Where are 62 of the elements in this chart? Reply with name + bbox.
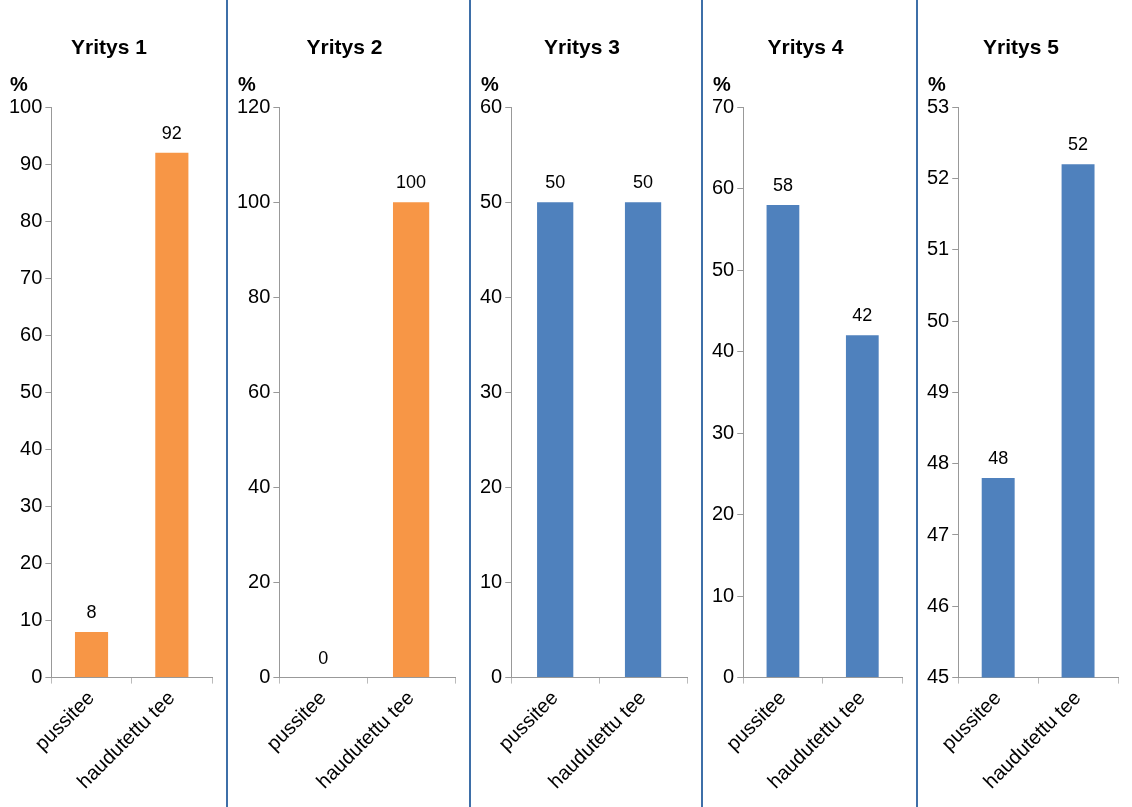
data-label: 52 [1068,134,1089,155]
data-label: 48 [988,447,1009,468]
data-label: 0 [318,647,329,668]
y-tick-label: 0 [723,665,735,688]
y-tick-label: 53 [927,94,950,117]
y-tick-label: 60 [712,176,735,199]
y-tick-label: 0 [491,665,503,688]
y-tick-label: 30 [712,420,735,443]
y-tick-label: 30 [20,493,43,516]
data-label: 50 [545,172,566,193]
y-tick-label: 80 [20,208,43,231]
y-tick-label: 20 [248,570,271,593]
y-tick-label: 10 [20,608,43,631]
y-tick-label: 52 [927,166,950,189]
chart-title: Yritys 3 [544,35,620,59]
y-tick-label: 50 [927,308,950,331]
y-axis-title: % [238,72,256,95]
y-tick-label: 10 [480,570,503,593]
chart-title: Yritys 5 [983,35,1060,59]
y-axis-title: % [928,72,946,95]
y-axis-title: % [10,72,28,95]
data-label: 100 [396,172,427,193]
y-tick-label: 100 [8,94,43,117]
y-tick-label: 100 [236,189,271,212]
y-tick-label: 50 [20,379,43,402]
y-tick-label: 10 [712,583,735,606]
data-label: 92 [161,122,182,143]
y-tick-label: 30 [480,379,503,402]
y-tick-label: 0 [31,665,43,688]
y-tick-label: 40 [20,436,43,459]
y-tick-label: 40 [248,474,271,497]
y-axis-title: % [481,72,499,95]
y-axis-title: % [713,72,731,95]
y-tick-label: 60 [248,379,271,402]
y-tick-label: 60 [20,322,43,345]
y-tick-label: 40 [712,339,735,362]
y-tick-label: 20 [20,551,43,574]
chart-title: Yritys 1 [71,35,148,59]
y-tick-label: 120 [236,94,271,117]
chart-title: Yritys 4 [767,35,844,59]
data-label: 8 [86,601,97,622]
y-tick-label: 20 [480,474,503,497]
y-tick-label: 20 [712,502,735,525]
y-tick-label: 48 [927,451,950,474]
y-tick-label: 90 [20,151,43,174]
chart-title: Yritys 2 [306,35,383,59]
y-tick-label: 50 [480,189,503,212]
y-tick-label: 70 [20,265,43,288]
data-label: 58 [772,174,793,195]
y-tick-label: 47 [927,522,950,545]
y-tick-label: 49 [927,379,950,402]
y-tick-label: 46 [927,593,950,616]
y-tick-label: 70 [712,94,735,117]
y-tick-label: 40 [480,284,503,307]
y-tick-label: 45 [927,665,950,688]
y-tick-label: 80 [248,284,271,307]
data-label: 50 [633,172,654,193]
y-tick-label: 51 [927,237,950,260]
y-tick-label: 60 [480,94,503,117]
data-label: 42 [852,305,873,326]
y-tick-label: 50 [712,257,735,280]
y-tick-label: 0 [259,665,271,688]
